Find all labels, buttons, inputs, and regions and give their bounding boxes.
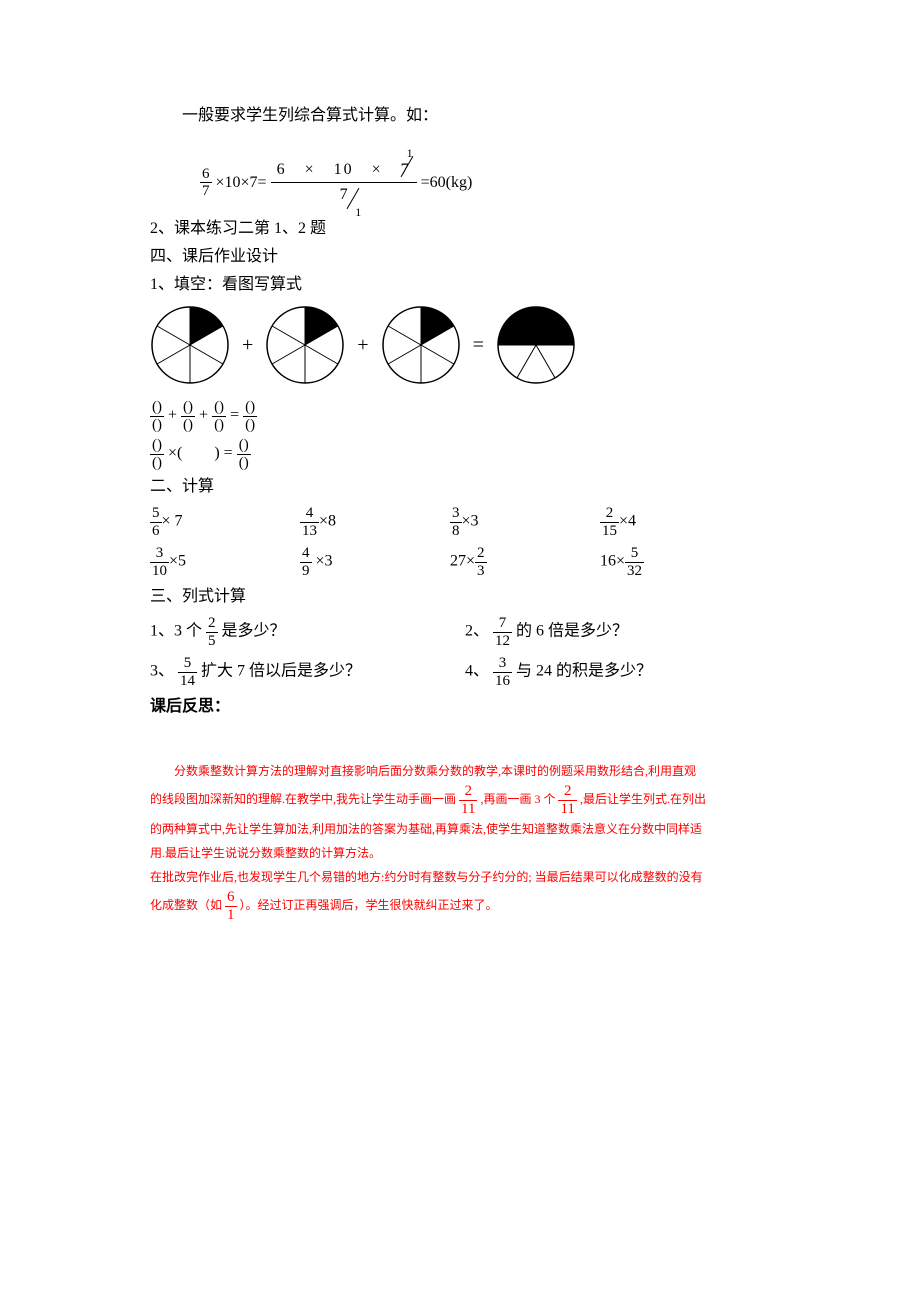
lhs-fraction: 6 7 xyxy=(200,166,212,200)
result-text: =60(kg) xyxy=(421,171,473,195)
long-fraction: 6 × 10 × 7 7 1 1 xyxy=(271,158,417,207)
pie-2 xyxy=(265,305,345,385)
fill-blank-1: ()() + ()() + ()() = ()() xyxy=(150,399,770,433)
word-row-1: 1、3 个 25 是多少？ 2、 712 的 6 倍是多少？ xyxy=(150,615,770,649)
plus-2: + xyxy=(357,330,368,360)
times-text: ×10×7= xyxy=(216,171,267,195)
fill-blank-2: ()() ×( ) = ()() xyxy=(150,437,770,471)
reflection-title: 课后反思： xyxy=(150,695,770,719)
sec3: 三、列式计算 xyxy=(150,585,770,609)
intro-text: 一般要求学生列综合算式计算。如： xyxy=(150,104,770,128)
plus-1: + xyxy=(242,330,253,360)
p3: 四、课后作业设计 xyxy=(150,245,770,269)
pie-4 xyxy=(496,305,576,385)
pie-row: + + = xyxy=(150,305,770,385)
pie-3 xyxy=(381,305,461,385)
equals: = xyxy=(473,330,484,360)
reflection-body: 分数乘整数计算方法的理解对直接影响后面分数乘分数的教学,本课时的例题采用数形结合… xyxy=(150,759,770,923)
sec2: 二、计算 xyxy=(150,475,770,499)
calc-row-2: 310×5 49 ×3 27×23 16×532 xyxy=(150,545,770,579)
p2: 2、课本练习二第 1、2 题 xyxy=(150,217,770,241)
word-row-2: 3、 514 扩大 7 倍以后是多少？ 4、 316 与 24 的积是多少？ xyxy=(150,655,770,689)
p4: 1、填空：看图写算式 xyxy=(150,273,770,297)
pie-1 xyxy=(150,305,230,385)
calc-row-1: 56× 7 413×8 38×3 215×4 xyxy=(150,505,770,539)
worked-example: 6 7 ×10×7= 6 × 10 × 7 7 1 1 =60(kg) xyxy=(200,158,770,207)
